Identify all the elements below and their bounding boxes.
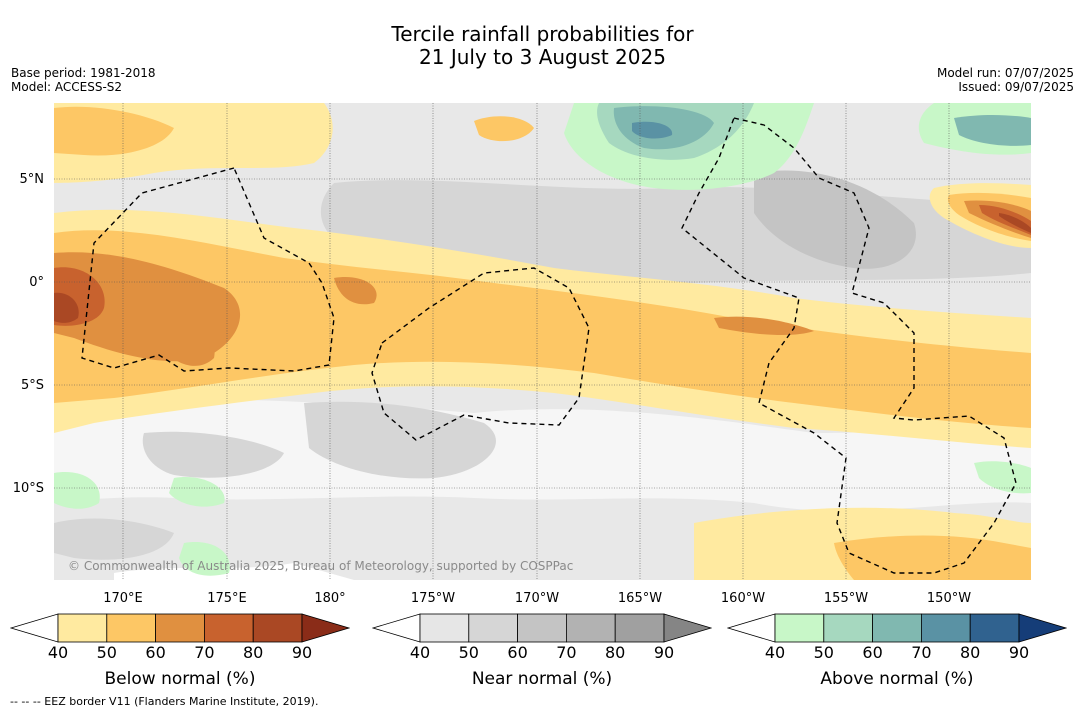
below-colorbar-segment-1 [57,613,108,643]
base-period: Base period: 1981-2018 [11,66,156,80]
lon-label-180: 180° [314,591,346,606]
above-colorbar-segment-3 [872,613,922,643]
above-colorbar-max-extension [1018,613,1067,643]
lon-label-160w: 160°W [720,591,766,606]
below-normal-50-islet [474,116,534,142]
above-colorbar-tick-90: 90 [1008,643,1030,662]
above-colorbar-min-extension [727,613,776,643]
above-normal-60-ne [954,114,1031,146]
eez-border-central [371,267,590,441]
lon-label-175e: 175°E [207,591,247,606]
colorbar-near-normal [372,613,712,643]
map-title-line-1: Tercile rainfall probabilities for [391,22,694,46]
lon-label-175w: 175°W [410,591,456,606]
colorbar-above-normal [727,613,1067,643]
above-colorbar-segment-2 [823,613,874,643]
eez-border-tuvalu-kiribati-west [81,167,335,372]
colorbar-below-normal-title: Below normal (%) [104,669,256,689]
lon-label-170w: 170°W [514,591,560,606]
above-normal-40-patch-2 [179,542,230,576]
below-colorbar-segment-3 [155,613,205,643]
lat-label-0: 0° [29,275,44,290]
near-colorbar-tick-90: 90 [653,643,675,662]
lat-label-5n: 5°N [19,172,45,187]
below-normal-60-east [714,316,814,335]
below-colorbar-tick-50: 50 [96,643,117,662]
above-colorbar-tick-40: 40 [764,643,786,662]
lat-label-5s: 5°S [20,378,44,393]
eez-borders [81,117,1017,574]
colorbar-above-normal-ticks: 40 50 60 70 80 90 [727,644,1067,662]
near-colorbar-tick-60: 60 [507,643,528,662]
above-colorbar-segment-4 [920,613,971,643]
near-colorbar-segment-2 [468,613,519,643]
below-colorbar-tick-90: 90 [291,643,313,662]
colorbar-near-normal-ticks: 40 50 60 70 80 90 [372,644,712,662]
colorbar-below-normal [10,613,350,643]
above-colorbar-tick-60: 60 [862,643,883,662]
above-normal-40-se [974,461,1031,494]
below-normal-60-patch [164,312,215,366]
colorbar-above-normal-title: Above normal (%) [820,669,974,689]
model-run-date: Model run: 07/07/2025 [936,66,1074,80]
map-title-line-2: 21 July to 3 August 2025 [419,45,666,69]
near-colorbar-segment-5 [614,613,665,643]
colorbar-below-normal-ticks: 40 50 60 70 80 90 [10,644,350,662]
model-name: Model: ACCESS-S2 [11,80,123,94]
white-region-south [54,398,1031,511]
near-normal-50-south [304,401,496,479]
below-normal-80-west [54,292,79,323]
below-colorbar-tick-40: 40 [47,643,69,662]
above-normal-40-sw [54,472,100,509]
below-colorbar-tick-60: 60 [145,643,166,662]
near-colorbar-segment-1 [419,613,470,643]
copyright-notice: © Commonwealth of Australia 2025, Bureau… [68,559,574,573]
above-normal-70-north [632,121,673,139]
eez-footnote: -- -- -- EEZ border V11 (Flanders Marine… [10,695,319,708]
near-colorbar-tick-40: 40 [409,643,431,662]
below-colorbar-segment-5 [252,613,303,643]
near-colorbar-tick-50: 50 [458,643,479,662]
near-colorbar-segment-4 [565,613,616,643]
lon-label-150w: 150°W [926,591,972,606]
graticule [54,103,1031,580]
below-colorbar-segment-4 [203,613,254,643]
rainfall-probability-map [54,103,1031,580]
lat-label-10s: 10°S [12,481,44,496]
below-normal-70-ne [979,205,1031,235]
above-colorbar-segment-5 [969,613,1020,643]
near-normal-50-far-sw [54,518,174,560]
lon-label-155w: 155°W [823,591,869,606]
issued-date: Issued: 09/07/2025 [958,80,1074,94]
below-colorbar-min-extension [10,613,59,643]
colorbar-near-normal-title: Near normal (%) [471,669,613,689]
lon-label-165w: 165°W [617,591,663,606]
eez-border-east [681,117,1017,574]
near-colorbar-segment-3 [517,613,567,643]
below-colorbar-segment-2 [106,613,157,643]
white-region-sw [114,563,354,580]
below-colorbar-tick-70: 70 [194,643,215,662]
below-normal-60-islet [334,277,377,305]
above-normal-40-patch-1 [169,477,225,507]
lon-label-170e: 170°E [103,591,143,606]
below-colorbar-max-extension [301,613,350,643]
below-normal-50-nw [54,106,174,156]
above-colorbar-segment-1 [774,613,825,643]
below-normal-50-band [54,230,1031,428]
above-colorbar-tick-50: 50 [813,643,834,662]
above-colorbar-tick-80: 80 [960,643,981,662]
above-colorbar-tick-70: 70 [911,643,932,662]
near-colorbar-max-extension [663,613,712,643]
below-normal-80-ne [999,213,1031,233]
near-normal-50-sw [142,431,284,478]
near-normal-60-patch [754,170,916,269]
near-colorbar-min-extension [372,613,421,643]
near-colorbar-tick-80: 80 [605,643,626,662]
near-colorbar-tick-70: 70 [556,643,577,662]
below-colorbar-tick-80: 80 [243,643,264,662]
